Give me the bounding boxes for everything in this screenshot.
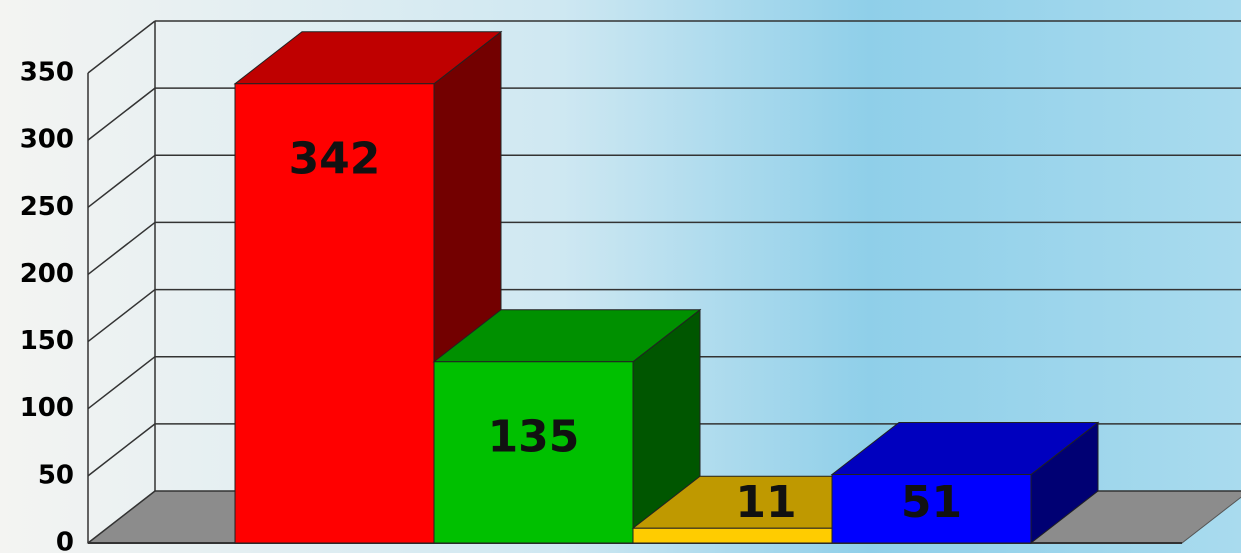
- y-tick-label: 350: [20, 58, 74, 88]
- data-label: 11: [735, 477, 796, 528]
- data-label: 51: [901, 477, 962, 528]
- bar: [830, 421, 1100, 545]
- grid-side: [87, 154, 156, 208]
- bar-front: [632, 527, 833, 544]
- grid-side: [87, 221, 156, 276]
- y-tick-label: 300: [20, 125, 74, 155]
- grid-side: [87, 87, 156, 141]
- data-label: 135: [488, 412, 580, 463]
- y-tick-label: 250: [20, 192, 74, 222]
- y-tick-label: 100: [20, 393, 74, 423]
- grid-side: [87, 288, 156, 343]
- y-tick-label: 0: [56, 528, 74, 553]
- grid-side: [87, 423, 156, 477]
- grid-side: [87, 356, 156, 410]
- y-tick-label: 50: [38, 460, 74, 490]
- grid-side: [87, 20, 156, 74]
- y-tick-label: 150: [20, 326, 74, 356]
- grid-side: [87, 490, 156, 544]
- bar-front: [831, 474, 1032, 544]
- y-tick-label: 200: [20, 259, 74, 289]
- plot: 0 50 100 150 200 250 300 350 342 135 11 51: [20, 20, 1241, 553]
- data-label: 342: [289, 134, 381, 185]
